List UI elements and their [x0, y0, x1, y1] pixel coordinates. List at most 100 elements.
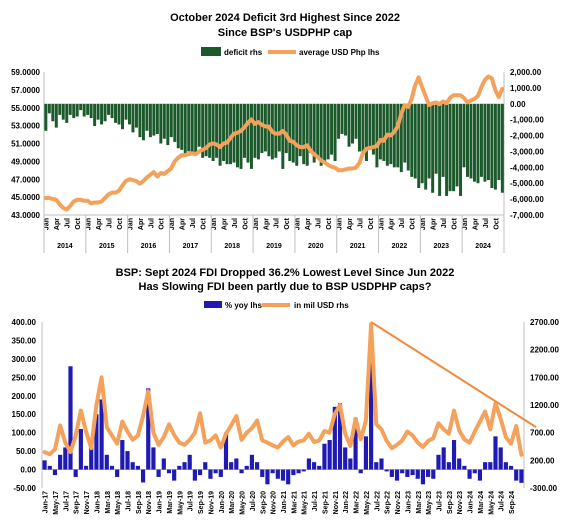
- chart1-month-label: Oct: [201, 217, 208, 229]
- chart1-deficit-bar: [375, 103, 379, 168]
- chart1-deficit-bar: [476, 103, 480, 184]
- chart1-deficit-bar: [344, 103, 348, 136]
- chart2-x-tick-label: Mar-23: [416, 491, 423, 514]
- chart1-month-label: Jul: [106, 218, 113, 228]
- chart2-x-tick-label: Nov-23: [457, 491, 464, 514]
- chart2-yoy-bar: [431, 469, 436, 479]
- chart2-yoy-bar: [426, 469, 431, 477]
- chart1-deficit-bar: [159, 103, 163, 144]
- chart2-right-tick-label: 700.00: [530, 429, 555, 438]
- chart1-deficit-bar: [197, 103, 201, 147]
- chart1-deficit-bar: [333, 103, 337, 161]
- chart1-month-label: Jul: [65, 218, 72, 228]
- chart1-deficit-bar: [222, 103, 226, 161]
- chart2-x-tick-label: Sep-17: [74, 491, 81, 514]
- chart2-yoy-bar: [68, 366, 73, 470]
- chart1-deficit-bar: [162, 103, 166, 139]
- chart1-deficit-bar: [194, 103, 198, 155]
- chart2-yoy-bar: [493, 436, 498, 470]
- chart1-deficit-bar: [462, 103, 466, 168]
- chart2-yoy-bar: [229, 462, 234, 470]
- chart1-deficit-bar: [44, 103, 48, 131]
- chart1-deficit-bar: [291, 103, 295, 163]
- chart1-month-label: Jan: [336, 218, 343, 230]
- chart1-year-label: 2017: [183, 243, 199, 250]
- chart2-x-tick-label: Jan-17: [43, 491, 50, 513]
- chart1-month-label: Jan: [169, 218, 176, 230]
- chart1-month-label: Jul: [148, 218, 155, 228]
- chart1-deficit-bar: [208, 103, 212, 158]
- chart2-x-tick-label: Jul-22: [374, 491, 381, 511]
- chart1-month-label: Jan: [378, 218, 385, 230]
- chart1-right-tick-label: -3,000.00: [510, 147, 544, 156]
- chart1-left-tick-label: 57.0000: [11, 86, 40, 95]
- chart2-yoy-bar: [348, 458, 353, 470]
- chart2-yoy-bar: [109, 465, 115, 470]
- chart1-deficit-bar: [173, 103, 177, 142]
- chart1-deficit-bar: [166, 103, 170, 146]
- chart2-x-tick-label: Jan-22: [343, 491, 350, 513]
- chart2-x-tick-label: Nov-20: [271, 491, 278, 514]
- chart1-deficit-bar: [420, 103, 424, 184]
- chart1-deficit-bar: [500, 103, 504, 193]
- chart1-deficit-bar: [316, 103, 320, 158]
- chart1-deficit-bar: [371, 103, 375, 155]
- chart1-legend-deficit-swatch: [201, 47, 221, 56]
- chart2-yoy-bar: [369, 362, 374, 470]
- chart2-yoy-bar: [379, 458, 384, 470]
- chart2-yoy-bar: [120, 440, 125, 470]
- chart2-yoy-bar: [177, 465, 182, 470]
- chart2-title: BSP: Sept 2024 FDI Dropped 36.2% Lowest …: [116, 267, 455, 279]
- chart2-yoy-bar: [301, 469, 306, 472]
- chart1-deficit-bar: [218, 103, 222, 166]
- chart1-deficit-bar: [479, 103, 483, 177]
- chart2-yoy-bar: [488, 462, 493, 470]
- chart1-deficit-bar: [434, 103, 438, 174]
- chart2-yoy-bar: [104, 454, 109, 470]
- chart1-deficit-bar: [225, 103, 229, 165]
- chart1-deficit-bar: [382, 103, 386, 161]
- chart1-left-tick-label: 49.0000: [11, 157, 40, 166]
- chart1-deficit-bar: [302, 103, 306, 165]
- chart1-month-label: Oct: [117, 217, 124, 229]
- chart1-right-tick-label: 0.00: [510, 100, 526, 109]
- chart1-month-label: Apr: [347, 218, 354, 230]
- chart1-month-label: Oct: [75, 217, 82, 229]
- chart1-deficit-bar: [138, 103, 142, 138]
- chart2-x-tick-label: Jul-21: [312, 491, 319, 511]
- chart2-x-tick-label: Sep-19: [198, 491, 205, 514]
- chart1-deficit-bar: [176, 103, 180, 149]
- chart1-deficit-bar: [89, 103, 93, 119]
- chart1-month-label: Oct: [451, 217, 458, 229]
- chart1-deficit-bar: [117, 103, 121, 125]
- chart1-deficit-bar: [253, 103, 257, 158]
- chart1-deficit-bar: [399, 103, 403, 173]
- chart1-left-tick-label: 43.0000: [11, 211, 40, 220]
- chart2-yoy-bar: [275, 469, 280, 479]
- chart2-yoy-bar: [296, 469, 301, 474]
- chart1-year-label: 2014: [57, 243, 73, 250]
- chart1-right-tick-label: 1,000.00: [510, 84, 542, 93]
- chart2-yoy-bar: [519, 469, 524, 483]
- chart1-right-tick-label: 2,000.00: [510, 68, 542, 77]
- chart2-yoy-bar: [146, 388, 151, 470]
- chart1-year-label: 2018: [224, 243, 240, 250]
- chart1-year-label: 2021: [350, 243, 366, 250]
- chart2-yoy-bar: [374, 462, 379, 470]
- chart2-yoy-bar: [514, 469, 519, 481]
- chart1-deficit-bar: [103, 103, 107, 122]
- chart1-deficit-bar: [298, 103, 302, 157]
- chart1-deficit-bar: [65, 103, 69, 123]
- chart1-deficit-bar: [274, 103, 278, 158]
- chart1-deficit-bar: [431, 103, 435, 193]
- chart1-deficit-bar: [131, 103, 135, 133]
- chart1-deficit-bar: [246, 103, 250, 163]
- chart1-deficit-bar: [148, 103, 152, 138]
- chart2-yoy-bar: [156, 469, 161, 477]
- chart2-x-tick-label: Jan-19: [157, 491, 164, 513]
- chart1-left-tick-label: 59.0000: [11, 68, 40, 77]
- chart2-yoy-bar: [244, 465, 249, 470]
- chart2-yoy-bar: [462, 465, 467, 470]
- chart2-yoy-bar: [306, 458, 311, 470]
